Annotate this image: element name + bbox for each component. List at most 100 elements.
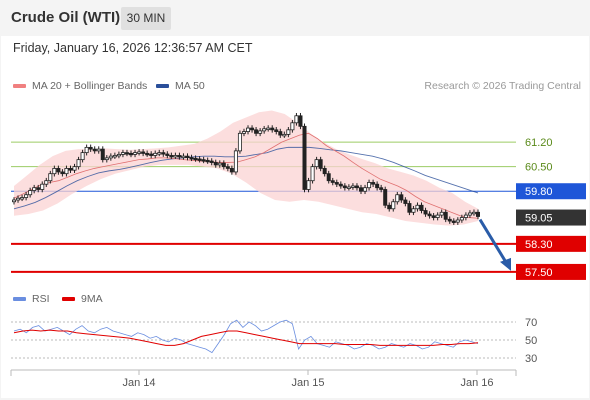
candle-down: [189, 157, 194, 160]
candle-down: [443, 211, 448, 220]
candle-up: [282, 133, 287, 137]
candle-down: [141, 151, 146, 154]
legend-label-9ma: 9MA: [81, 293, 103, 305]
candle-up: [24, 194, 29, 198]
level-label-59.05: 59.05: [525, 213, 553, 225]
legend-label-ma50: MA 50: [175, 80, 205, 92]
candle-up: [72, 166, 77, 171]
candle-down: [161, 152, 166, 155]
candle-down: [354, 185, 359, 189]
forecast-arrow-head: [500, 257, 511, 271]
chart-header: Crude Oil (WTI) 30 MIN: [0, 0, 590, 36]
candle-down: [68, 168, 73, 171]
candle-up: [157, 152, 162, 155]
candle-up: [112, 155, 117, 158]
candle-down: [169, 155, 174, 158]
level-label-59.80: 59.80: [525, 186, 553, 198]
level-label-60.50: 60.50: [525, 162, 553, 174]
candle-up: [40, 183, 45, 190]
candle-up: [439, 211, 444, 216]
candle-up: [346, 186, 351, 189]
candle-down: [379, 187, 384, 190]
legend-swatch-9ma: [62, 297, 75, 302]
candle-down: [56, 168, 61, 173]
candle-down: [270, 127, 275, 131]
candle-down: [419, 204, 424, 211]
legend-rsi: RSI: [13, 293, 50, 305]
legend-label-ma20: MA 20 + Bollinger Bands: [32, 80, 148, 92]
rsi-series-9MA: [13, 329, 479, 346]
candle-up: [395, 194, 400, 203]
level-label-61.20: 61.20: [525, 137, 553, 149]
legend-label-rsi: RSI: [32, 293, 50, 305]
candle-down: [302, 125, 307, 190]
candle-down: [100, 148, 105, 161]
candle-up: [306, 180, 311, 190]
level-label-57.50: 57.50: [525, 267, 553, 279]
candle-down: [205, 159, 210, 163]
candle-down: [145, 152, 150, 156]
legend-swatch-ma20: [13, 84, 26, 89]
candle-down: [177, 155, 182, 158]
candle-up: [104, 157, 109, 161]
candle-up: [28, 190, 33, 196]
rsi-tick-50: 50: [525, 335, 537, 347]
candle-down: [60, 171, 65, 175]
candle-up: [237, 132, 242, 152]
candle-down: [403, 199, 408, 204]
candle-down: [475, 211, 480, 217]
candle-down: [124, 152, 129, 155]
candle-down: [129, 152, 134, 156]
x-axis-label: Jan 15: [291, 377, 324, 389]
timeframe-badge[interactable]: 30 MIN: [121, 7, 171, 30]
candle-down: [371, 182, 376, 185]
candle-down: [36, 187, 41, 190]
candle-up: [391, 201, 396, 210]
rsi-tick-70: 70: [525, 317, 537, 329]
candle-down: [407, 203, 412, 213]
candle-up: [153, 152, 158, 156]
x-axis-label: Jan 16: [460, 377, 493, 389]
candle-up: [173, 155, 178, 158]
candle-down: [278, 131, 283, 136]
legend-ma20-bollinger: MA 20 + Bollinger Bands: [13, 80, 147, 92]
ma20-line: [13, 132, 479, 219]
legend-swatch-ma50: [156, 84, 169, 89]
candle-down: [334, 182, 339, 185]
candle-down: [221, 162, 226, 168]
candle-down: [185, 155, 190, 159]
candle-down: [399, 194, 404, 201]
level-badge-59.80: [516, 183, 586, 200]
level-badge-58.30: [516, 235, 586, 252]
candle-down: [92, 148, 97, 152]
candle-up: [294, 115, 299, 124]
candle-up: [241, 131, 246, 134]
candle-down: [225, 166, 230, 169]
candle-down: [358, 187, 363, 192]
candle-down: [149, 153, 154, 156]
candle-down: [447, 218, 452, 222]
candle-up: [137, 151, 142, 154]
candle-down: [338, 183, 343, 187]
candle-down: [322, 168, 327, 175]
bollinger-band-area: [14, 110, 478, 226]
candle-down: [451, 220, 456, 223]
candle-up: [64, 168, 69, 175]
candle-up: [217, 162, 222, 166]
candle-up: [411, 208, 416, 213]
candle-up: [52, 168, 57, 175]
candle-down: [427, 213, 432, 217]
forecast-arrow-line: [478, 218, 509, 265]
candle-up: [286, 129, 291, 135]
candle-down: [318, 159, 323, 169]
candle-up: [455, 219, 460, 223]
candle-up: [363, 187, 368, 192]
candle-down: [250, 127, 255, 131]
candle-up: [258, 130, 263, 134]
legend-9ma: 9MA: [62, 293, 103, 305]
candle-down: [274, 129, 279, 132]
candle-up: [116, 153, 121, 157]
candle-down: [88, 146, 93, 150]
candle-down: [423, 210, 428, 215]
